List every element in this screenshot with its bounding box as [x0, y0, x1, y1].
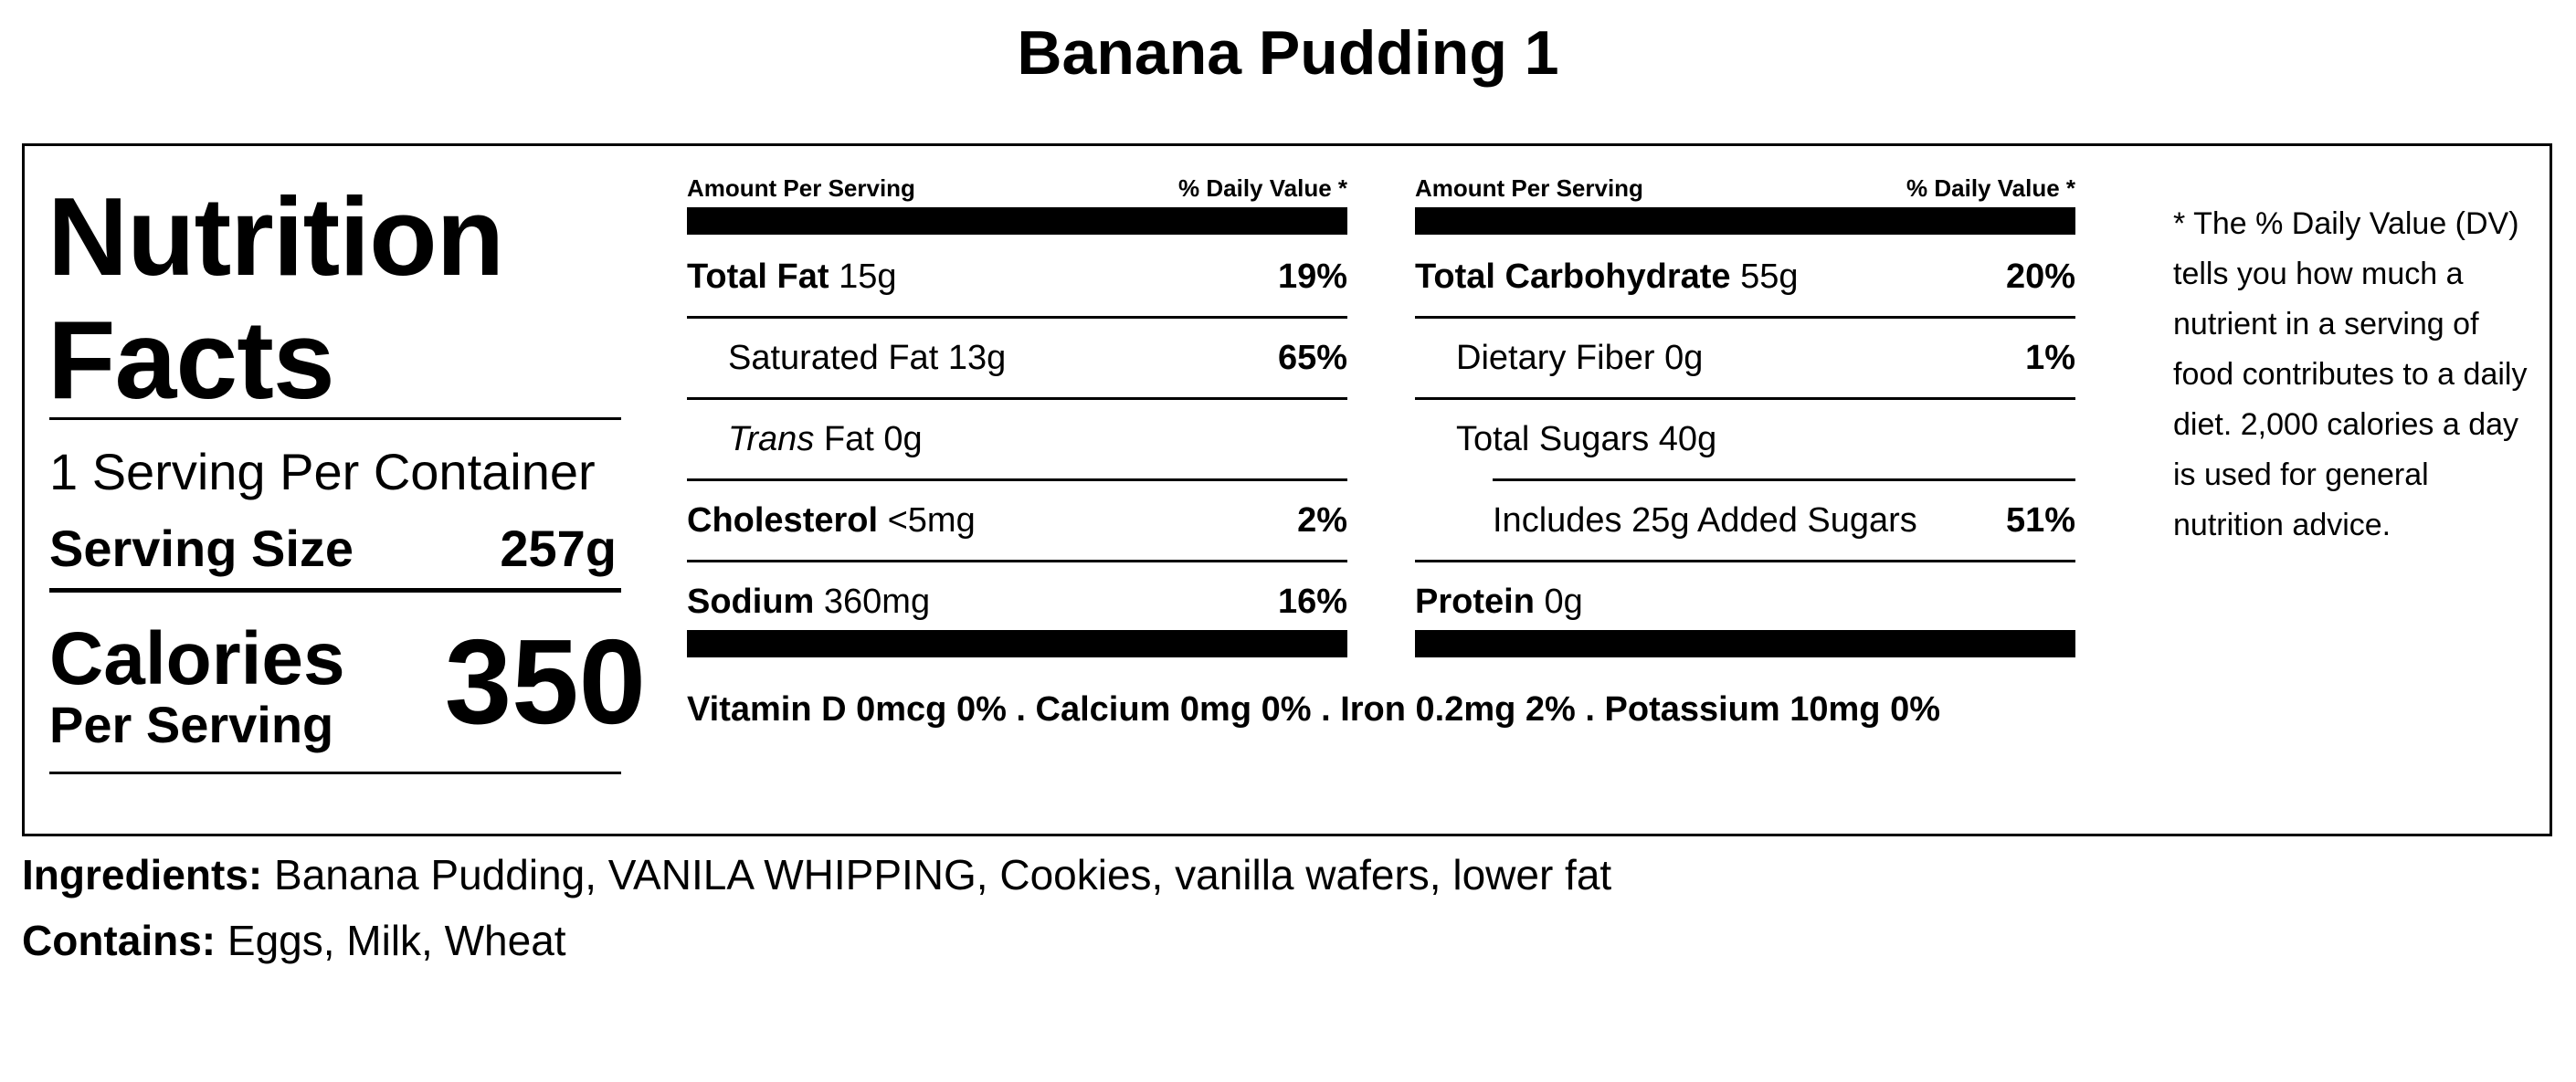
- nutrient-name: Includes 25g Added Sugars: [1493, 501, 1917, 540]
- ingredients-text: Banana Pudding, VANILA WHIPPING, Cookies…: [262, 851, 1612, 898]
- nutrition-facts-panel: Nutrition Facts 1 Serving Per Container …: [22, 143, 2552, 836]
- heading-line-1: Nutrition: [48, 174, 504, 299]
- nutrient-row-total-carbohydrate: Total Carbohydrate 55g 20%: [1415, 237, 2075, 319]
- nutrient-amount: 40g: [1658, 420, 1717, 458]
- nutrient-dv: 1%: [2025, 339, 2075, 377]
- calories-label: Calories: [49, 617, 345, 700]
- amount-per-serving-header: Amount Per Serving: [1415, 174, 1643, 202]
- nutrient-name: Sodium: [687, 583, 815, 621]
- nutrient-name: Total Carbohydrate: [1415, 257, 1731, 296]
- nutrient-name: Protein: [1415, 583, 1535, 621]
- nutrients-column-right: Amount Per Serving % Daily Value * Total…: [1415, 146, 2075, 834]
- nutrient-name: Saturated Fat: [728, 339, 939, 377]
- nutrient-dv: 51%: [2005, 501, 2075, 540]
- nutrient-row-dietary-fiber: Dietary Fiber 0g 1%: [1415, 319, 2075, 400]
- nutrient-amount: 0g: [1664, 339, 1704, 377]
- nutrient-name: Trans: [728, 420, 815, 458]
- daily-value-footnote: * The % Daily Value (DV) tells you how m…: [2173, 206, 2528, 542]
- nutrient-dv: 2%: [1297, 501, 1347, 540]
- daily-value-header: % Daily Value *: [1906, 174, 2075, 202]
- page-title: Banana Pudding 1: [1017, 18, 1559, 88]
- nutrient-dv: 19%: [1277, 257, 1347, 296]
- nutrient-row-sodium: Sodium 360mg 16%: [687, 562, 1347, 641]
- nutrient-name: Dietary Fiber: [1456, 339, 1655, 377]
- nutrient-name-suffix: Fat: [823, 420, 874, 458]
- nutrient-amount: 55g: [1740, 257, 1799, 296]
- thick-divider: [1415, 207, 2075, 235]
- contains-text: Eggs, Milk, Wheat: [216, 917, 566, 964]
- nutrient-row-saturated-fat: Saturated Fat 13g 65%: [687, 319, 1347, 400]
- calories-value: 350: [444, 615, 646, 749]
- ingredients-line: Ingredients: Banana Pudding, VANILA WHIP…: [22, 847, 1611, 902]
- servings-per-container: 1 Serving Per Container: [49, 443, 596, 500]
- divider: [49, 588, 621, 593]
- thick-divider: [687, 630, 1347, 657]
- contains-label: Contains:: [22, 917, 216, 964]
- divider: [49, 417, 621, 420]
- column-header: Amount Per Serving % Daily Value *: [687, 174, 1347, 202]
- serving-size-value: 257g: [500, 520, 617, 577]
- nutrient-name: Total Fat: [687, 257, 829, 296]
- nutrient-dv: 20%: [2005, 257, 2075, 296]
- nutrient-amount: <5mg: [887, 501, 976, 540]
- nutrient-row-total-sugars: Total Sugars 40g: [1415, 400, 2075, 478]
- nutrient-amount: 0g: [883, 420, 923, 458]
- nutrient-amount: 15g: [839, 257, 897, 296]
- thick-divider: [687, 207, 1347, 235]
- nutrient-amount: 13g: [947, 339, 1007, 377]
- contains-line: Contains: Eggs, Milk, Wheat: [22, 913, 566, 968]
- nutrient-amount: 360mg: [823, 583, 931, 621]
- nutrients-column-left: Amount Per Serving % Daily Value * Total…: [687, 146, 1347, 834]
- daily-value-header: % Daily Value *: [1178, 174, 1347, 202]
- nutrient-dv: 16%: [1277, 583, 1347, 621]
- nutrient-row-added-sugars: Includes 25g Added Sugars 51%: [1415, 481, 2075, 562]
- vitamins-minerals-line: Vitamin D 0mcg 0% . Calcium 0mg 0% . Iro…: [687, 690, 1940, 729]
- nutrient-name: Total Sugars: [1456, 420, 1650, 458]
- divider: [1493, 478, 2075, 481]
- calories-per-serving-label: Per Serving: [49, 696, 334, 753]
- nutrient-row-total-fat: Total Fat 15g 19%: [687, 237, 1347, 319]
- nutrient-row-protein: Protein 0g: [1415, 562, 2075, 641]
- divider: [49, 772, 621, 774]
- thick-divider: [1415, 630, 2075, 657]
- nutrient-row-cholesterol: Cholesterol <5mg 2%: [687, 481, 1347, 562]
- serving-size-label: Serving Size: [49, 520, 354, 577]
- nutrition-facts-heading: Nutrition Facts: [48, 175, 623, 422]
- nutrient-dv: 65%: [1277, 339, 1347, 377]
- divider: [1415, 560, 1493, 562]
- nutrient-name: Cholesterol: [687, 501, 879, 540]
- column-header: Amount Per Serving % Daily Value *: [1415, 174, 2075, 202]
- nutrient-row-trans-fat: Trans Fat 0g: [687, 400, 1347, 481]
- nutrient-amount: 0g: [1544, 583, 1583, 621]
- amount-per-serving-header: Amount Per Serving: [687, 174, 915, 202]
- ingredients-label: Ingredients:: [22, 851, 263, 898]
- heading-line-2: Facts: [48, 298, 335, 422]
